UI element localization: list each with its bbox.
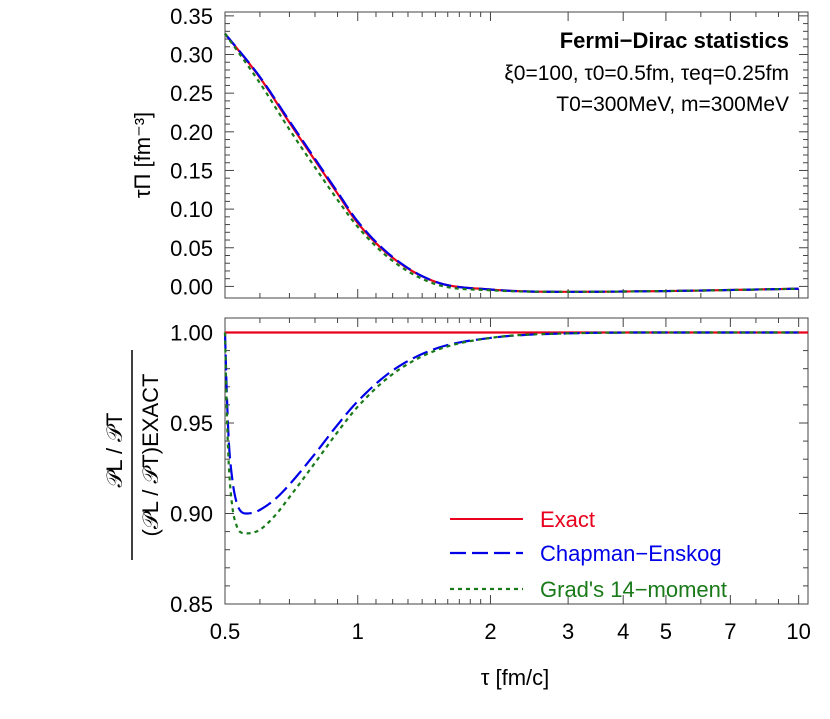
bottom-ytick-label: 1.00: [170, 320, 213, 345]
top-ytick-label: 0.10: [170, 197, 213, 222]
bottom-ytick-label: 0.90: [170, 501, 213, 526]
xtick-label: 3: [562, 619, 574, 644]
annotation-title: Fermi−Dirac statistics: [560, 28, 789, 53]
xtick-label: 4: [617, 619, 629, 644]
top-axis-ticks: 0.00 0.05 0.10 0.15 0.20 0.25 0.30 0.35: [170, 4, 808, 299]
xtick-label: 7: [724, 619, 736, 644]
xtick-label: 1: [352, 619, 364, 644]
xlabel: τ [fm/c]: [481, 665, 550, 690]
legend-label-grad: Grad's 14−moment: [540, 577, 727, 602]
xtick-label: 5: [660, 619, 672, 644]
top-series-chapman-enskog: [224, 32, 799, 293]
annotation-params-2: T0=300MeV, m=300MeV: [556, 93, 789, 116]
top-ytick-label: 0.00: [170, 274, 213, 299]
bottom-series-grad-14-moment: [223, 331, 799, 535]
top-ytick-label: 0.05: [170, 236, 213, 261]
top-series-group: [224, 32, 799, 293]
bottom-ytick-label: 0.85: [170, 592, 213, 617]
bottom-ytick-label: 0.95: [170, 411, 213, 436]
legend-label-chapman: Chapman−Enskog: [540, 541, 722, 566]
top-ylabel: τΠ [fm⁻³]: [130, 112, 155, 198]
top-ytick-label: 0.35: [170, 4, 213, 29]
top-ytick-label: 0.20: [170, 120, 213, 145]
bottom-panel-frame: [224, 317, 809, 605]
xtick-label: 10: [786, 619, 810, 644]
annotation-params-1: ξ0=100, τ0=0.5fm, τeq=0.25fm: [504, 62, 789, 85]
bottom-series-chapman-enskog: [223, 331, 799, 515]
top-ytick-label: 0.25: [170, 81, 213, 106]
bottom-ylabel-denominator: (𝒫L / 𝒫T)EXACT: [138, 374, 163, 537]
xtick-label: 0.5: [210, 619, 241, 644]
bottom-ylabel-numerator: 𝒫L / 𝒫T: [102, 413, 127, 488]
top-ytick-label: 0.30: [170, 43, 213, 68]
top-ytick-label: 0.15: [170, 158, 213, 183]
bottom-series-group: [223, 331, 808, 535]
legend: Exact Chapman−Enskog Grad's 14−moment: [450, 507, 727, 602]
legend-label-exact: Exact: [540, 507, 595, 532]
xtick-label: 2: [484, 619, 496, 644]
top-series-grad-14-moment: [224, 33, 799, 293]
